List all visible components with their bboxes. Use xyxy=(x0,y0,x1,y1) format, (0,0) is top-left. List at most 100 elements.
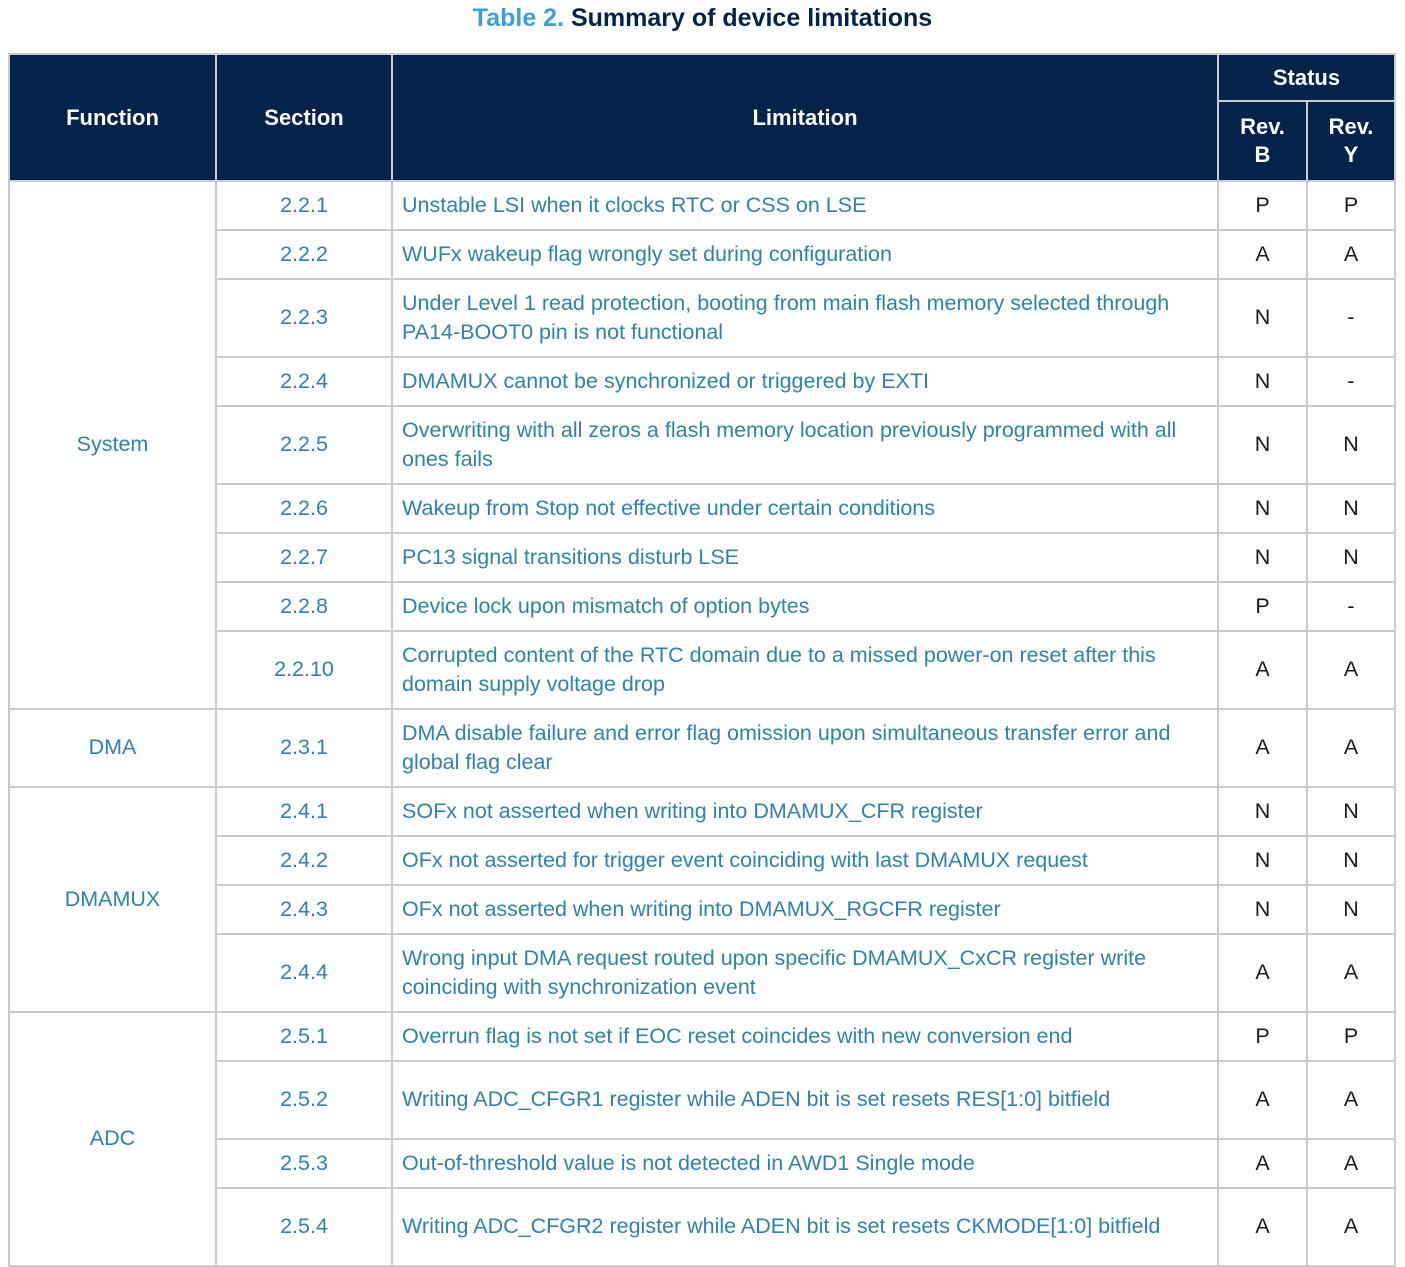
rev-y-status-cell: N xyxy=(1306,786,1396,837)
section-cell: 2.2.7 xyxy=(215,532,393,583)
rev-b-status-cell: P xyxy=(1217,180,1308,231)
rev-y-status-cell: A xyxy=(1306,630,1396,710)
table-body: System 2.2.1 Unstable LSI when it clocks R… xyxy=(8,180,1396,1267)
table-row: 2.2.10 Corrupted content of the RTC domai… xyxy=(9,630,1396,710)
limitations-table: Function Section Limitation Status Rev. … xyxy=(8,53,1396,1267)
rev-y-status-cell: A xyxy=(1306,229,1396,280)
rev-b-status-cell: P xyxy=(1217,581,1308,632)
function-cell: DMAMUX xyxy=(8,786,217,1013)
limitation-cell: Overrun flag is not set if EOC reset coi… xyxy=(391,1011,1219,1062)
limitation-cell: Out-of-threshold value is not detected i… xyxy=(391,1138,1219,1189)
section-cell: 2.2.6 xyxy=(215,483,393,534)
header-status: Status xyxy=(1217,53,1396,102)
section-cell: 2.5.2 xyxy=(215,1060,393,1140)
rev-y-status-cell: P xyxy=(1306,180,1396,231)
header-section: Section xyxy=(215,53,393,182)
section-cell: 2.3.1 xyxy=(215,708,393,788)
table-row: 2.2.7 PC13 signal transitions disturb LSE… xyxy=(9,532,1396,583)
limitation-cell: Overwriting with all zeros a flash memor… xyxy=(391,405,1219,485)
rev-y-status-cell: N xyxy=(1306,835,1396,886)
section-cell: 2.5.1 xyxy=(215,1011,393,1062)
limitation-cell: Device lock upon mismatch of option byte… xyxy=(391,581,1219,632)
function-cell: System xyxy=(8,180,217,710)
limitation-cell: Wakeup from Stop not effective under cer… xyxy=(391,483,1219,534)
section-cell: 2.2.10 xyxy=(215,630,393,710)
table-title: Summary of device limitations xyxy=(570,4,933,32)
rev-y-status-cell: N xyxy=(1306,532,1396,583)
limitation-cell: PC13 signal transitions disturb LSE xyxy=(391,532,1219,583)
section-cell: 2.5.3 xyxy=(215,1138,393,1189)
section-cell: 2.2.5 xyxy=(215,405,393,485)
rev-b-status-cell: N xyxy=(1217,786,1308,837)
rev-y-status-cell: - xyxy=(1306,278,1396,358)
table-row: 2.2.2 WUFx wakeup flag wrongly set during… xyxy=(9,229,1396,280)
section-cell: 2.4.3 xyxy=(215,884,393,935)
table-row: 2.2.3 Under Level 1 read protection, boot… xyxy=(9,278,1396,358)
rev-y-status-cell: N xyxy=(1306,884,1396,935)
table-row: 2.4.2 OFx not asserted for trigger event … xyxy=(9,835,1396,886)
rev-b-status-cell: A xyxy=(1217,708,1308,788)
limitation-cell: OFx not asserted for trigger event coinc… xyxy=(391,835,1219,886)
rev-y-status-cell: A xyxy=(1306,1187,1396,1267)
section-cell: 2.2.4 xyxy=(215,356,393,407)
function-cell: ADC xyxy=(8,1011,217,1267)
table-row: DMA 2.3.1 DMA disable failure and error fl… xyxy=(8,708,1396,788)
rev-b-status-cell: A xyxy=(1217,933,1308,1013)
limitation-cell: SOFx not asserted when writing into DMAM… xyxy=(391,786,1219,837)
rev-y-status-cell: A xyxy=(1306,1060,1396,1140)
limitation-cell: DMAMUX cannot be synchronized or trigger… xyxy=(391,356,1219,407)
section-cell: 2.4.2 xyxy=(215,835,393,886)
rev-b-status-cell: P xyxy=(1217,1011,1308,1062)
rev-y-status-cell: A xyxy=(1306,1138,1396,1189)
limitation-cell: Corrupted content of the RTC domain due … xyxy=(391,630,1219,710)
rev-y-status-cell: P xyxy=(1306,1011,1396,1062)
table-row: 2.5.4 Writing ADC_CFGR2 register while AD… xyxy=(9,1187,1396,1267)
rev-b-status-cell: N xyxy=(1217,835,1308,886)
header-limitation: Limitation xyxy=(391,53,1219,182)
limitation-cell: Under Level 1 read protection, booting f… xyxy=(391,278,1219,358)
table-row: 2.4.3 OFx not asserted when writing into … xyxy=(9,884,1396,935)
limitation-cell: Wrong input DMA request routed upon spec… xyxy=(391,933,1219,1013)
function-cell: DMA xyxy=(8,708,217,788)
rev-b-status-cell: A xyxy=(1217,1187,1308,1267)
table-row: ADC 2.5.1 Overrun flag is not set if EOC r… xyxy=(8,1011,1396,1267)
section-cell: 2.2.1 xyxy=(215,180,393,231)
rev-b-status-cell: N xyxy=(1217,483,1308,534)
table-row: 2.2.8 Device lock upon mismatch of option… xyxy=(9,581,1396,632)
header-function: Function xyxy=(8,53,217,182)
section-cell: 2.5.4 xyxy=(215,1187,393,1267)
limitation-cell: DMA disable failure and error flag omiss… xyxy=(391,708,1219,788)
rev-b-status-cell: N xyxy=(1217,278,1308,358)
rev-y-status-cell: - xyxy=(1306,581,1396,632)
rev-b-status-cell: N xyxy=(1217,356,1308,407)
section-cell: 2.4.1 xyxy=(215,786,393,837)
table-row: DMAMUX 2.4.1 SOFx not asserted when writin… xyxy=(8,786,1396,1013)
rev-b-status-cell: N xyxy=(1217,405,1308,485)
table-row: 2.5.3 Out-of-threshold value is not detec… xyxy=(9,1138,1396,1189)
table-row: 2.2.6 Wakeup from Stop not effective unde… xyxy=(9,483,1396,534)
rev-b-status-cell: N xyxy=(1217,884,1308,935)
table-row: 2.4.4 Wrong input DMA request routed upon… xyxy=(9,933,1396,1013)
limitation-cell: Writing ADC_CFGR1 register while ADEN bi… xyxy=(391,1060,1219,1140)
rev-b-status-cell: A xyxy=(1217,630,1308,710)
table-row: 2.2.4 DMAMUX cannot be synchronized or tr… xyxy=(9,356,1396,407)
section-cell: 2.2.3 xyxy=(215,278,393,358)
header-rev-y: Rev. Y xyxy=(1306,100,1396,182)
rev-b-status-cell: N xyxy=(1217,532,1308,583)
limitation-cell: WUFx wakeup flag wrongly set during conf… xyxy=(391,229,1219,280)
limitation-cell: Writing ADC_CFGR2 register while ADEN bi… xyxy=(391,1187,1219,1267)
section-cell: 2.2.2 xyxy=(215,229,393,280)
rev-y-status-cell: N xyxy=(1306,483,1396,534)
table-row: System 2.2.1 Unstable LSI when it clocks R… xyxy=(8,180,1396,710)
section-cell: 2.4.4 xyxy=(215,933,393,1013)
table-number: Table 2. xyxy=(472,4,565,32)
rev-y-status-cell: A xyxy=(1306,708,1396,788)
rev-b-status-cell: A xyxy=(1217,229,1308,280)
table-row: 2.5.2 Writing ADC_CFGR1 register while AD… xyxy=(9,1060,1396,1140)
table-row: 2.2.5 Overwriting with all zeros a flash … xyxy=(9,405,1396,485)
limitation-cell: Unstable LSI when it clocks RTC or CSS o… xyxy=(391,180,1219,231)
limitation-cell: OFx not asserted when writing into DMAMU… xyxy=(391,884,1219,935)
table-header: Function Section Limitation Status Rev. … xyxy=(8,53,1396,182)
rev-b-status-cell: A xyxy=(1217,1060,1308,1140)
header-rev-b: Rev. B xyxy=(1217,100,1308,182)
